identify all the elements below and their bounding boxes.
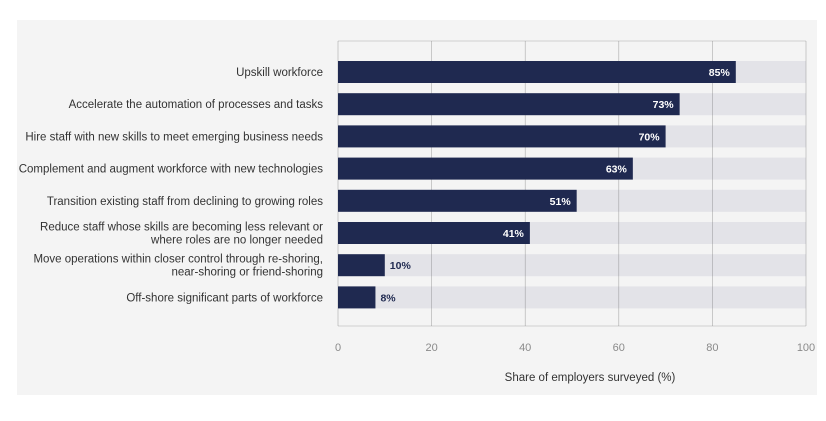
bar [338,254,385,277]
bar [338,222,530,244]
data-label: 73% [653,99,675,111]
chart-panel: 85% 73% 70% 63% 51% 41% 10% 8% Upskill workforce… [17,20,817,395]
bar [338,125,666,148]
x-tick-label: 0 [335,342,341,354]
bar-chart: 85% 73% 70% 63% 51% 41% 10% 8% Upskill workforce… [19,40,815,384]
category-label: where roles are no longer needed [150,235,323,247]
x-tick-label: 20 [425,342,437,354]
bar [338,61,736,83]
data-label: 8% [380,292,396,304]
bar [338,157,633,180]
data-label: 63% [606,164,628,176]
x-axis-title: Share of employers surveyed (%) [505,372,676,384]
data-label: 10% [390,260,412,272]
category-label: Reduce staff whose skills are becoming l… [40,222,323,234]
bar [338,189,577,212]
data-label: 85% [709,67,731,79]
bar-track [338,254,806,277]
category-label: Complement and augment workforce with ne… [19,164,324,176]
bar [338,286,376,309]
data-label: 51% [550,196,572,208]
x-tick-label: 60 [613,342,625,354]
category-label: near-shoring or friend-shoring [172,267,324,279]
category-label: Move operations within closer control th… [33,254,323,266]
category-label: Upskill workforce [236,67,323,79]
x-tick-label: 80 [706,342,718,354]
data-label: 70% [639,131,661,143]
data-label: 41% [503,228,525,240]
bar-track [338,286,806,309]
x-tick-label: 100 [797,342,815,354]
category-label: Transition existing staff from declining… [47,196,323,208]
x-tick-label: 40 [519,342,531,354]
bar [338,93,680,116]
category-label: Off-shore significant parts of workforce [126,292,323,304]
category-label: Hire staff with new skills to meet emerg… [25,131,323,143]
category-label: Accelerate the automation of processes a… [69,99,324,111]
